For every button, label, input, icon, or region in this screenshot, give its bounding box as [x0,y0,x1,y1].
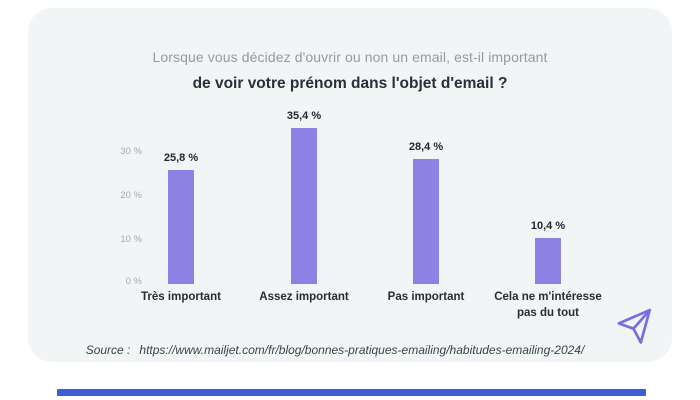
source-line: Source : https://www.mailjet.com/fr/blog… [0,343,700,357]
category-label-tres-important: Très important [141,291,221,303]
y-axis-tick-10: 10 % [120,234,142,245]
bar-group-tres-important: 25,8 % [111,100,251,284]
category-label-cela-ne-minteresse: Cela ne m'intéresse pas du tout [494,291,602,319]
chart-question-line2: de voir votre prénom dans l'objet d'emai… [192,75,508,92]
card-panel [28,8,672,362]
bar-value-label: 10,4 % [530,220,566,233]
source-label: Source : [85,343,131,357]
bar-value-label: 35,4 % [286,110,322,123]
category-label-assez-important: Assez important [259,291,349,303]
bar-pas-important [413,159,439,284]
bar-group-assez-important: 35,4 % [234,100,374,284]
bottom-accent-bar [57,389,646,396]
source-url: https://www.mailjet.com/fr/blog/bonnes-p… [139,343,585,357]
y-axis-tick-30: 30 % [120,146,142,157]
send-icon [615,307,656,348]
y-axis-tick-20: 20 % [120,190,142,201]
bar-group-pas-important: 28,4 % [356,100,496,284]
category-label-pas-important: Pas important [387,291,465,303]
bar-tres-important [168,170,194,284]
bar-value-label: 28,4 % [408,141,444,154]
bar-assez-important [291,128,317,284]
bar-value-label: 25,8 % [163,152,199,165]
chart-question-line1: Lorsque vous décidez d'ouvrir ou non un … [152,49,548,65]
y-axis-tick-0: 0 % [125,276,142,287]
bar-cela-ne-minteresse [535,238,561,284]
bar-group-cela-ne-minteresse: 10,4 % [478,100,618,284]
